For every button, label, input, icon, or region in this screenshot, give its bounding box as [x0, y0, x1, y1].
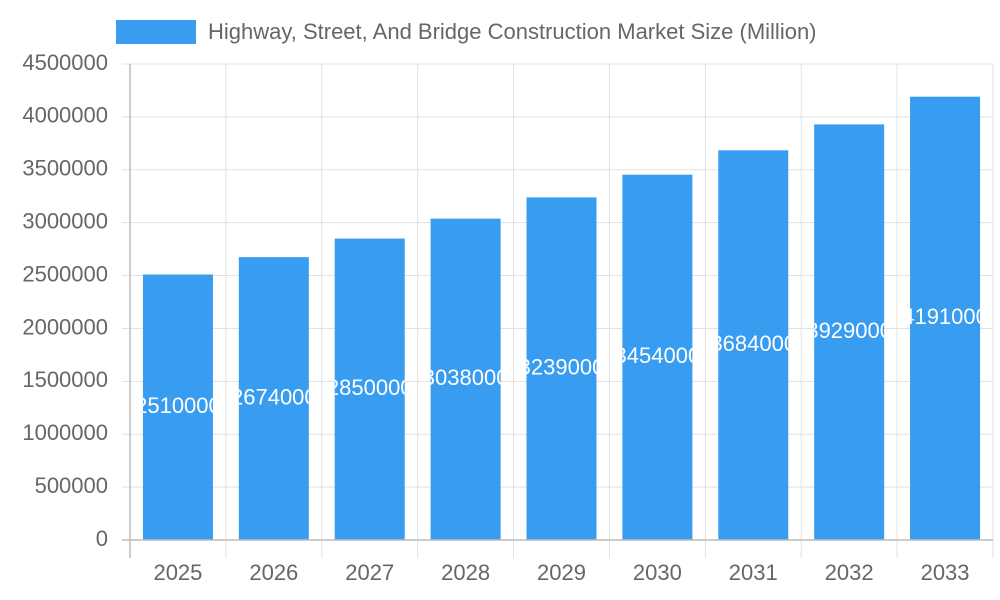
x-tick-label: 2033: [921, 560, 970, 585]
y-tick-label: 4500000: [22, 50, 108, 75]
value-label: 3239000: [519, 355, 605, 380]
x-tick-label: 2028: [441, 560, 490, 585]
y-tick-label: 500000: [35, 473, 108, 498]
value-label: 3929000: [806, 318, 892, 343]
value-label: 2510000: [135, 393, 221, 418]
x-tick-label: 2031: [729, 560, 778, 585]
y-tick-label: 0: [96, 526, 108, 551]
value-label: 3038000: [423, 365, 509, 390]
value-label: 3454000: [615, 343, 701, 368]
bar: [334, 238, 405, 541]
y-tick-label: 3500000: [22, 156, 108, 181]
legend-swatch: [116, 20, 196, 44]
x-tick-label: 2026: [249, 560, 298, 585]
x-tick-label: 2029: [537, 560, 586, 585]
y-tick-label: 2500000: [22, 261, 108, 286]
value-label: 3684000: [710, 331, 796, 356]
x-tick-label: 2032: [825, 560, 874, 585]
value-label: 2674000: [231, 384, 317, 409]
bar: [142, 274, 213, 540]
bar: [718, 150, 789, 540]
x-tick-label: 2025: [153, 560, 202, 585]
y-tick-label: 1000000: [22, 420, 108, 445]
x-tick-label: 2030: [633, 560, 682, 585]
bar: [526, 197, 597, 540]
y-tick-label: 4000000: [22, 103, 108, 128]
y-tick-label: 1500000: [22, 367, 108, 392]
bar: [622, 174, 693, 540]
x-tick-label: 2027: [345, 560, 394, 585]
value-label: 4191000: [902, 304, 988, 329]
bar: [430, 218, 501, 541]
bar: [910, 96, 981, 540]
bar: [238, 257, 309, 540]
bar: [814, 124, 885, 540]
y-tick-label: 2000000: [22, 314, 108, 339]
y-tick-label: 3000000: [22, 208, 108, 233]
value-label: 2850000: [327, 375, 413, 400]
legend-label: Highway, Street, And Bridge Construction…: [208, 19, 817, 44]
